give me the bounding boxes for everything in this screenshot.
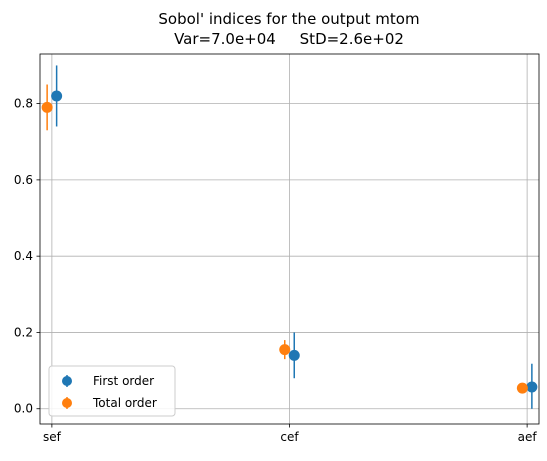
legend-first-order-label: First order (93, 374, 154, 388)
y-tick-label: 0.4 (14, 249, 33, 263)
x-tick-label: sef (43, 430, 62, 444)
y-tick-label: 0.2 (14, 325, 33, 339)
total-order-point (279, 344, 291, 356)
x-tick-label: cef (280, 430, 299, 444)
data-markers (41, 90, 538, 394)
total-order-point (516, 382, 528, 394)
legend-entry-total-order: Total order (62, 396, 157, 410)
y-tick-label: 0.6 (14, 173, 33, 187)
chart-title-line-1: Sobol' indices for the output mtom (158, 10, 419, 28)
y-tick-label: 0.0 (14, 402, 33, 416)
total-order-point (41, 101, 53, 113)
first-order-point (526, 381, 538, 393)
legend-total-order-label: Total order (92, 396, 157, 410)
first-order-point (51, 90, 63, 102)
y-axis-ticks: 0.0 0.2 0.4 0.6 0.8 (14, 97, 40, 416)
legend-first-order-marker (62, 376, 72, 386)
legend-total-order-marker (62, 398, 72, 408)
first-order-point (288, 349, 300, 361)
chart-title-line-2: Var=7.0e+04 StD=2.6e+02 (174, 30, 404, 48)
chart-legend: First order Total order (48, 365, 176, 417)
legend-box (48, 365, 176, 417)
x-axis-ticks: sef cef aef (43, 424, 537, 444)
x-tick-label: aef (518, 430, 538, 444)
y-tick-label: 0.8 (14, 97, 33, 111)
legend-entry-first-order: First order (62, 374, 154, 388)
